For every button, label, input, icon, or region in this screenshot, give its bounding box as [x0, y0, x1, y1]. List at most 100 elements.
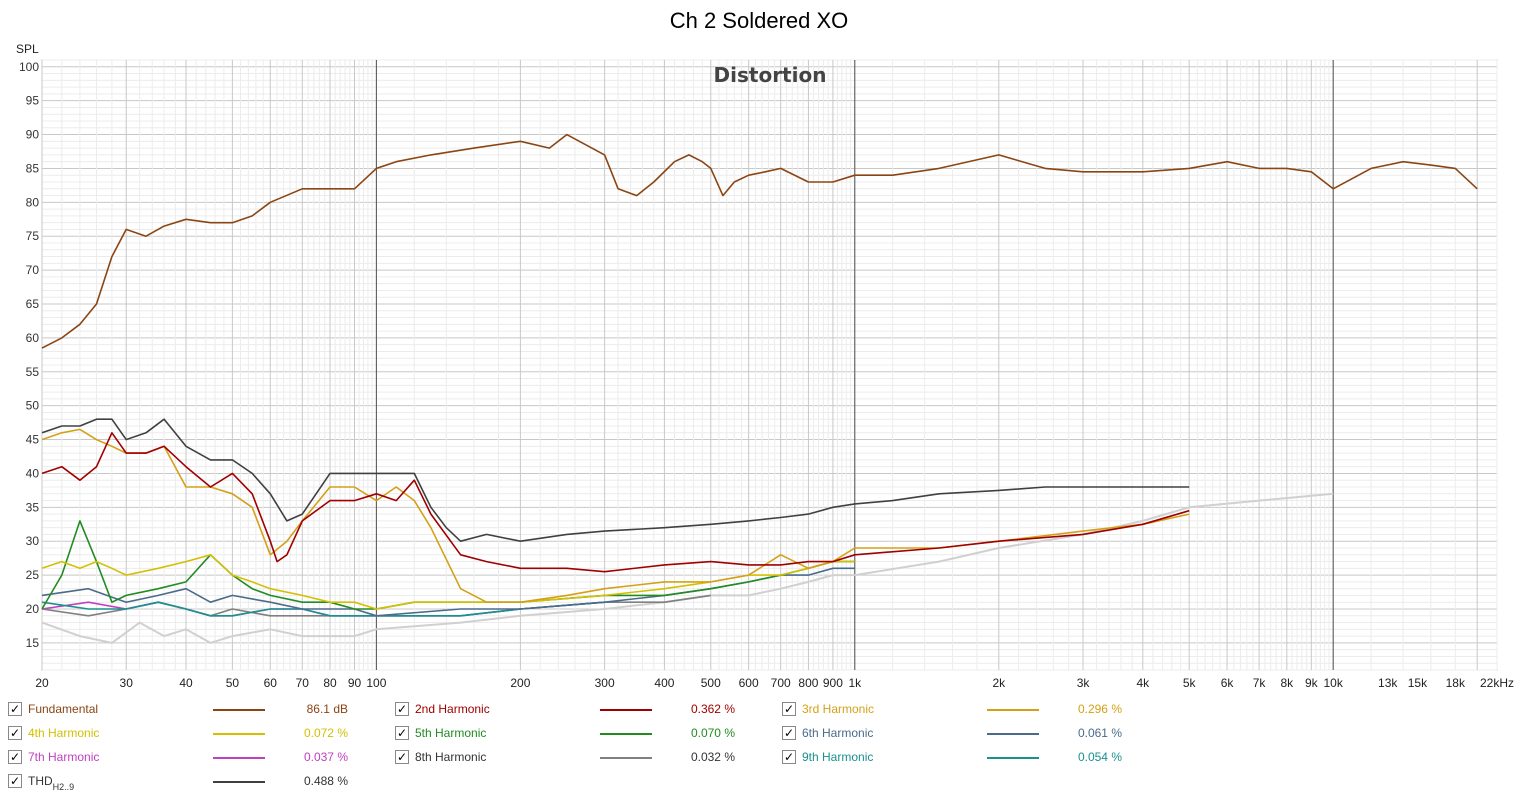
x-tick-label: 80 [323, 676, 337, 690]
series-9th-harmonic [41, 601, 605, 617]
series-group [41, 133, 1478, 644]
legend-swatch [213, 781, 265, 783]
y-tick-label: 90 [26, 128, 40, 142]
y-tick-label: 45 [26, 433, 40, 447]
x-tick-label: 3k [1077, 676, 1091, 690]
legend-swatch [213, 757, 265, 759]
legend-item[interactable]: ✓ 6th Harmonic 0.061 % [782, 725, 1162, 745]
legend-item[interactable]: ✓ 4th Harmonic 0.072 % [8, 725, 388, 745]
x-tick-label: 200 [510, 676, 530, 690]
legend-checkbox[interactable]: ✓ [8, 774, 22, 788]
legend-checkbox[interactable]: ✓ [8, 702, 22, 716]
legend-value: 0.061 % [1077, 726, 1122, 740]
legend-swatch [600, 733, 652, 735]
y-tick-label: 60 [26, 331, 40, 345]
legend-value: 0.054 % [1077, 750, 1122, 764]
legend-swatch [213, 709, 265, 711]
legend-checkbox[interactable]: ✓ [782, 750, 796, 764]
legend-value: 0.488 % [303, 774, 348, 788]
legend-item[interactable]: ✓ 8th Harmonic 0.032 % [395, 749, 775, 769]
x-tick-label: 30 [120, 676, 134, 690]
x-tick-label: 900 [823, 676, 843, 690]
x-tick-label: 500 [701, 676, 721, 690]
legend-checkbox[interactable]: ✓ [395, 702, 409, 716]
legend-item[interactable]: ✓ 9th Harmonic 0.054 % [782, 749, 1162, 769]
legend-item[interactable]: ✓ 7th Harmonic 0.037 % [8, 749, 388, 769]
y-tick-label: 25 [26, 568, 40, 582]
x-tick-label: 70 [296, 676, 310, 690]
x-tick-label: 60 [264, 676, 278, 690]
legend-checkbox[interactable]: ✓ [395, 726, 409, 740]
y-tick-label: 40 [26, 466, 40, 480]
y-tick-label: 30 [26, 534, 40, 548]
x-tick-label: 40 [179, 676, 193, 690]
legend-checkbox[interactable]: ✓ [8, 750, 22, 764]
x-tick-label: 13k [1378, 676, 1398, 690]
y-axis-label: SPL [16, 42, 39, 56]
legend: ✓ Fundamental 86.1 dB ✓ 2nd Harmonic 0.362 % ✓… [0, 698, 1518, 795]
x-tick-label: 600 [739, 676, 759, 690]
series-thd [41, 418, 1190, 542]
x-tick-label: 700 [771, 676, 791, 690]
legend-value: 0.037 % [303, 750, 348, 764]
series-h6-9-light [41, 492, 1334, 644]
x-tick-label: 4k [1136, 676, 1150, 690]
legend-item[interactable]: ✓ 2nd Harmonic 0.362 % [395, 701, 775, 721]
y-tick-label: 35 [26, 500, 40, 514]
legend-item[interactable]: ✓ THDH2..9 0.488 % [8, 773, 388, 793]
x-tick-label: 22kHz [1480, 676, 1514, 690]
x-tick-label: 20 [35, 676, 49, 690]
legend-value: 86.1 dB [306, 702, 348, 716]
legend-label: 3rd Harmonic [802, 702, 875, 716]
legend-item[interactable]: ✓ 3rd Harmonic 0.296 % [782, 701, 1162, 721]
chart-title: Distortion [714, 63, 827, 87]
legend-label: 5th Harmonic [415, 726, 487, 740]
x-tick-label: 1k [848, 676, 862, 690]
legend-value: 0.362 % [690, 702, 735, 716]
legend-label-sub: H2..9 [52, 782, 75, 792]
legend-checkbox[interactable]: ✓ [8, 726, 22, 740]
y-tick-label: 95 [26, 94, 40, 108]
legend-checkbox[interactable]: ✓ [782, 726, 796, 740]
legend-label: 6th Harmonic [802, 726, 874, 740]
page-title: Ch 2 Soldered XO [669, 8, 849, 33]
legend-swatch [600, 757, 652, 759]
legend-label: 4th Harmonic [28, 726, 100, 740]
legend-value: 0.070 % [690, 726, 735, 740]
series-fundamental [41, 133, 1478, 349]
legend-label: 9th Harmonic [802, 750, 874, 764]
legend-label: 8th Harmonic [415, 750, 487, 764]
legend-label: Fundamental [28, 702, 99, 716]
x-tick-label: 10k [1324, 676, 1344, 690]
legend-label: THDH2..9 [28, 774, 75, 792]
x-tick-label: 2k [992, 676, 1006, 690]
x-tick-label: 50 [226, 676, 240, 690]
x-tick-label: 90 [348, 676, 362, 690]
legend-value: 0.296 % [1077, 702, 1122, 716]
y-tick-label: 70 [26, 263, 40, 277]
x-tick-label: 15k [1408, 676, 1428, 690]
legend-swatch [987, 757, 1039, 759]
y-tick-label: 55 [26, 365, 40, 379]
distortion-chart: 15 20 25 30 35 40 45 50 55 60 65 70 75 80 85 90 95 100 20… [19, 59, 1514, 690]
x-tick-label: 5k [1183, 676, 1197, 690]
x-tick-label: 800 [798, 676, 818, 690]
y-tick-label: 80 [26, 195, 40, 209]
x-tick-labels: 20 30 40 50 60 70 80 90 100 200 300 400 500 600 700 800… [35, 676, 1514, 690]
x-tick-label: 18k [1446, 676, 1466, 690]
grid-minor [41, 59, 1498, 671]
y-tick-label: 50 [26, 399, 40, 413]
x-tick-label: 9k [1305, 676, 1319, 690]
legend-checkbox[interactable]: ✓ [782, 702, 796, 716]
y-tick-label: 75 [26, 229, 40, 243]
legend-swatch [987, 733, 1039, 735]
legend-swatch [987, 709, 1039, 711]
legend-swatch [213, 733, 265, 735]
legend-item[interactable]: ✓ Fundamental 86.1 dB [8, 701, 388, 721]
x-tick-label: 6k [1221, 676, 1235, 690]
x-tick-label: 8k [1280, 676, 1294, 690]
legend-checkbox[interactable]: ✓ [395, 750, 409, 764]
x-tick-label: 400 [654, 676, 674, 690]
y-tick-label: 100 [19, 60, 39, 74]
legend-item[interactable]: ✓ 5th Harmonic 0.070 % [395, 725, 775, 745]
